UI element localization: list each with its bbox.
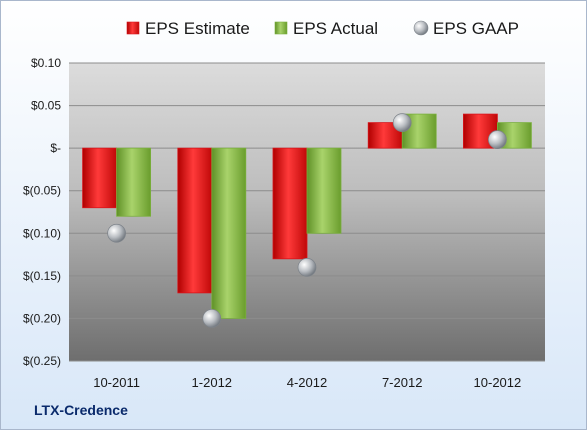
company-label: LTX-Credence bbox=[34, 402, 128, 418]
bar-eps-actual bbox=[306, 147, 342, 234]
y-tick-label: $0.10 bbox=[31, 56, 61, 70]
y-tick-label: $0.05 bbox=[31, 99, 61, 113]
x-tick-label: 1-2012 bbox=[192, 375, 232, 390]
y-tick-label: $- bbox=[50, 141, 61, 155]
legend-label: EPS Estimate bbox=[145, 19, 250, 38]
bar-eps-actual bbox=[116, 147, 151, 217]
y-tick-label: $(0.15) bbox=[23, 269, 61, 283]
x-axis: 10-2011 1-2012 4-2012 7-2012 10-2012 bbox=[93, 375, 521, 390]
legend-label: EPS Actual bbox=[293, 19, 378, 38]
marker-eps-gaap bbox=[392, 113, 412, 132]
bars bbox=[82, 113, 532, 319]
bar-eps-estimate bbox=[82, 147, 117, 209]
legend: EPS Estimate EPS Actual EPS GAAP bbox=[126, 19, 519, 38]
x-tick-label: 4-2012 bbox=[287, 375, 327, 390]
bar-eps-estimate bbox=[272, 147, 308, 260]
legend-swatch bbox=[274, 21, 288, 35]
marker-eps-gaap bbox=[202, 309, 222, 328]
y-tick-label: $(0.10) bbox=[23, 226, 61, 240]
marker-eps-gaap bbox=[297, 257, 317, 277]
x-tick-label: 7-2012 bbox=[382, 375, 422, 390]
x-tick-label: 10-2012 bbox=[474, 375, 522, 390]
y-axis: $0.10 $0.05 $- $(0.05) $(0.10) $(0.15) $(0.20)… bbox=[23, 56, 61, 368]
y-tick-label: $(0.20) bbox=[23, 311, 61, 325]
legend-swatch bbox=[126, 21, 140, 35]
bar-eps-estimate bbox=[177, 147, 213, 294]
y-tick-label: $(0.25) bbox=[23, 354, 61, 368]
legend-label: EPS GAAP bbox=[433, 19, 519, 38]
marker-eps-gaap bbox=[107, 223, 126, 243]
gaap-markers bbox=[107, 113, 507, 328]
bar-eps-actual bbox=[211, 147, 247, 319]
x-tick-label: 10-2011 bbox=[93, 375, 140, 390]
y-tick-label: $(0.05) bbox=[23, 184, 61, 198]
legend-swatch bbox=[413, 20, 429, 36]
marker-eps-gaap bbox=[488, 130, 507, 149]
